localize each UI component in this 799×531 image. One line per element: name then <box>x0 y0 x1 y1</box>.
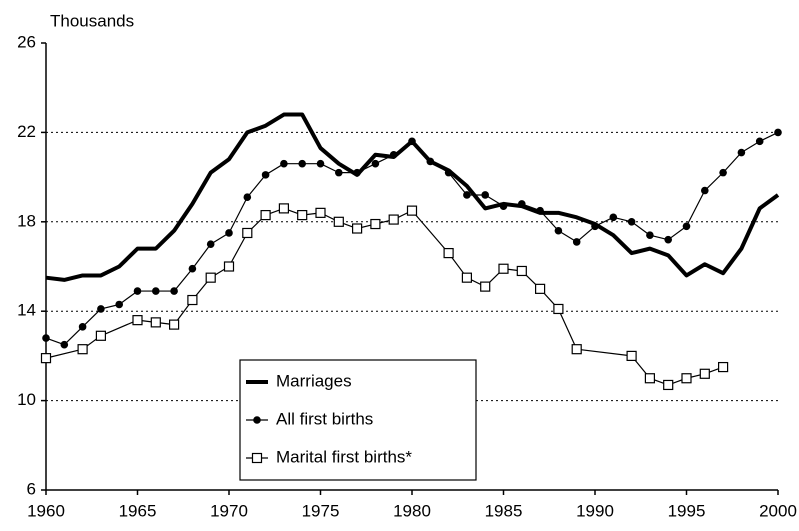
point <box>242 227 253 239</box>
point <box>132 315 143 326</box>
point <box>335 168 343 177</box>
point <box>663 379 674 391</box>
point <box>463 191 471 199</box>
point <box>518 200 526 208</box>
legend-marker <box>253 416 261 424</box>
point <box>701 186 709 195</box>
point <box>260 209 271 221</box>
point <box>408 137 416 146</box>
point <box>609 213 618 222</box>
point <box>498 263 509 274</box>
legend-label: All first births <box>276 409 373 428</box>
point <box>755 137 764 146</box>
point <box>591 222 599 231</box>
x-tick-label: 2000 <box>759 501 797 520</box>
point <box>353 168 361 177</box>
point <box>152 287 160 295</box>
point <box>243 193 252 202</box>
point <box>664 235 672 244</box>
point <box>261 171 270 179</box>
point <box>115 300 123 309</box>
point <box>682 222 691 231</box>
x-tick-label: 1970 <box>210 501 248 520</box>
point <box>572 238 581 246</box>
point <box>187 294 198 306</box>
point <box>554 226 563 235</box>
point <box>297 209 308 221</box>
point <box>225 229 233 237</box>
x-tick-label: 1960 <box>27 501 65 520</box>
point <box>278 203 289 214</box>
point <box>315 207 326 218</box>
y-tick-label: 22 <box>17 122 36 141</box>
point <box>626 350 637 361</box>
point <box>170 287 178 295</box>
point <box>461 272 472 283</box>
legend-label: Marriages <box>276 371 352 390</box>
point <box>95 330 107 341</box>
legend-label: Marital first births* <box>276 447 412 466</box>
legend-box <box>239 359 477 481</box>
point <box>333 216 344 227</box>
point <box>646 231 654 240</box>
point <box>388 214 399 225</box>
point <box>97 305 105 313</box>
x-tick-label: 1975 <box>302 501 340 520</box>
point <box>188 264 197 273</box>
point <box>77 344 88 355</box>
point <box>774 128 782 137</box>
y-tick-label: 18 <box>17 211 36 230</box>
point <box>571 344 582 355</box>
point <box>443 247 454 259</box>
series-line <box>45 207 724 386</box>
x-tick-label: 1985 <box>485 501 523 520</box>
point <box>737 148 746 157</box>
y-tick-label: 10 <box>17 390 36 409</box>
legend-marker <box>251 452 263 464</box>
point <box>516 265 527 277</box>
x-tick-label: 1965 <box>119 501 157 520</box>
point <box>681 373 692 384</box>
point <box>133 287 142 295</box>
y-tick-label: 14 <box>17 301 36 320</box>
legend: Marriages All first births Marital first b… <box>239 359 477 481</box>
x-tick-label: 1980 <box>393 501 431 520</box>
point <box>699 368 710 379</box>
point <box>205 272 216 283</box>
point <box>481 191 490 199</box>
point <box>717 361 729 373</box>
point <box>480 281 491 292</box>
x-tick-label: 1995 <box>668 501 706 520</box>
point <box>499 202 508 210</box>
point <box>627 218 636 226</box>
point <box>78 323 87 331</box>
point <box>370 218 381 230</box>
point <box>42 334 50 342</box>
point <box>40 353 52 364</box>
point <box>60 340 69 349</box>
point <box>316 159 325 168</box>
point <box>644 373 656 384</box>
point <box>444 168 453 177</box>
point <box>298 159 307 168</box>
point <box>426 157 435 166</box>
y-tick-label: 6 <box>27 479 36 498</box>
point <box>534 283 546 294</box>
point <box>536 206 544 215</box>
point <box>371 159 380 168</box>
point <box>223 261 235 272</box>
y-tick-label: 26 <box>17 32 36 51</box>
y-axis-label: Thousands <box>50 11 134 30</box>
point <box>206 240 215 248</box>
point <box>352 223 363 234</box>
point <box>719 168 727 177</box>
point <box>553 303 564 315</box>
x-tick-label: 1990 <box>576 501 614 520</box>
point <box>150 317 161 328</box>
point <box>406 205 418 216</box>
point <box>280 159 288 168</box>
point <box>169 319 180 330</box>
point <box>389 150 398 159</box>
